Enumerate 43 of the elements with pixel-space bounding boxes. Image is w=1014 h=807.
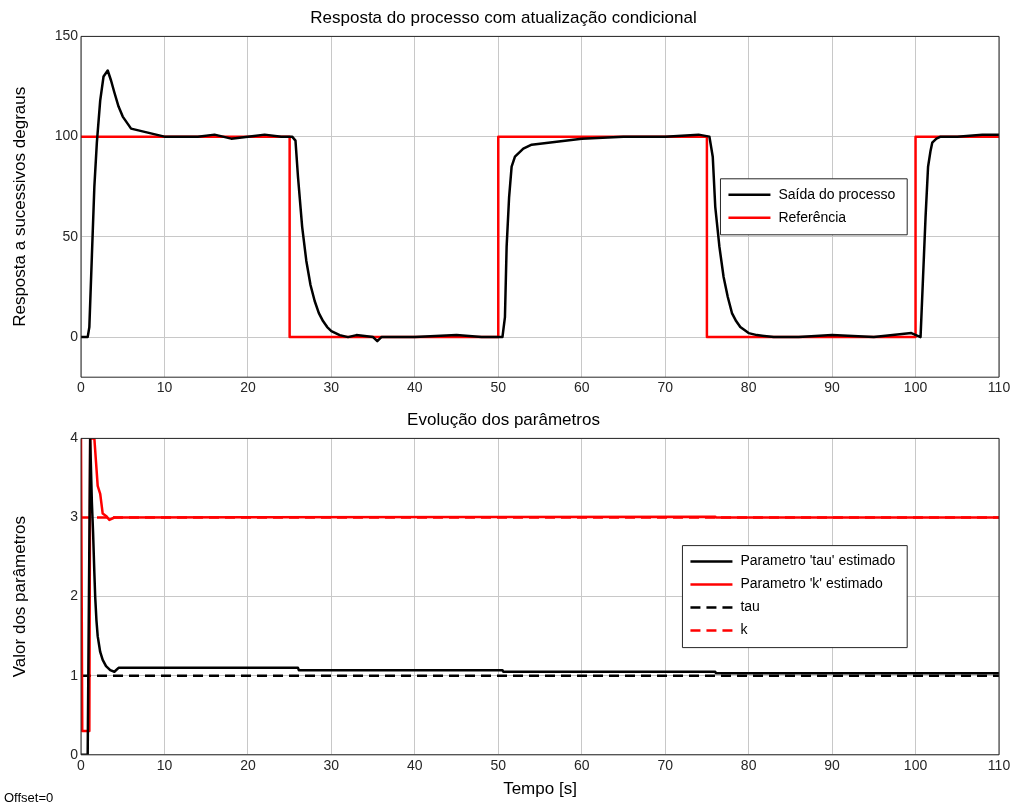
x-tick-label: 50 <box>490 379 507 396</box>
x-tick-label: 100 <box>903 757 928 774</box>
x-tick-label: 100 <box>903 379 928 396</box>
x-tick-label: 20 <box>240 757 256 774</box>
y-tick-label: 2 <box>70 587 79 604</box>
y-tick-label: 3 <box>70 508 79 525</box>
legend-label: Parametro 'tau' estimado <box>740 552 896 569</box>
x-tick-label: 80 <box>740 379 757 396</box>
x-tick-label: 80 <box>740 757 757 774</box>
x-tick-label: 10 <box>156 757 173 774</box>
legend-label: Referência <box>778 208 847 225</box>
x-tick-label: 90 <box>824 757 841 774</box>
legend-label: k <box>740 621 749 638</box>
y-tick-label: 100 <box>54 127 79 144</box>
x-tick-label: 110 <box>987 379 1011 396</box>
x-tick-label: 40 <box>407 757 423 774</box>
x-axis-title: Tempo [s] <box>503 779 577 799</box>
x-tick-label: 70 <box>657 757 674 774</box>
y-tick-label: 50 <box>62 227 79 244</box>
x-tick-label: 30 <box>323 757 340 774</box>
x-tick-label: 20 <box>240 379 256 396</box>
x-tick-label: 60 <box>573 757 590 774</box>
x-tick-label: 40 <box>407 379 423 396</box>
x-tick-label: 90 <box>824 379 841 396</box>
x-tick-label: 10 <box>156 379 173 396</box>
x-tick-label: 30 <box>323 379 340 396</box>
y-tick-label: 0 <box>70 745 79 762</box>
x-tick-label: 50 <box>490 757 507 774</box>
chart-title: Evolução dos parâmetros <box>407 409 600 429</box>
y-tick-label: 4 <box>70 429 79 446</box>
y-axis-title: Resposta a sucessivos degraus <box>9 86 29 327</box>
legend-label: Saída do processo <box>778 185 896 202</box>
y-tick-label: 150 <box>54 27 79 44</box>
y-tick-label: 1 <box>70 666 79 683</box>
legend-label: Parametro 'k' estimado <box>740 575 883 592</box>
x-tick-label: 70 <box>657 379 674 396</box>
y-axis-title: Valor dos parâmetros <box>9 515 29 678</box>
text: Offset=0 <box>4 790 54 805</box>
chart-title: Resposta do processo com atualização condicional <box>310 7 697 27</box>
y-tick-label: 0 <box>70 327 79 344</box>
x-tick-label: 60 <box>573 379 590 396</box>
x-tick-label: 110 <box>987 757 1011 774</box>
legend-label: tau <box>740 598 760 615</box>
